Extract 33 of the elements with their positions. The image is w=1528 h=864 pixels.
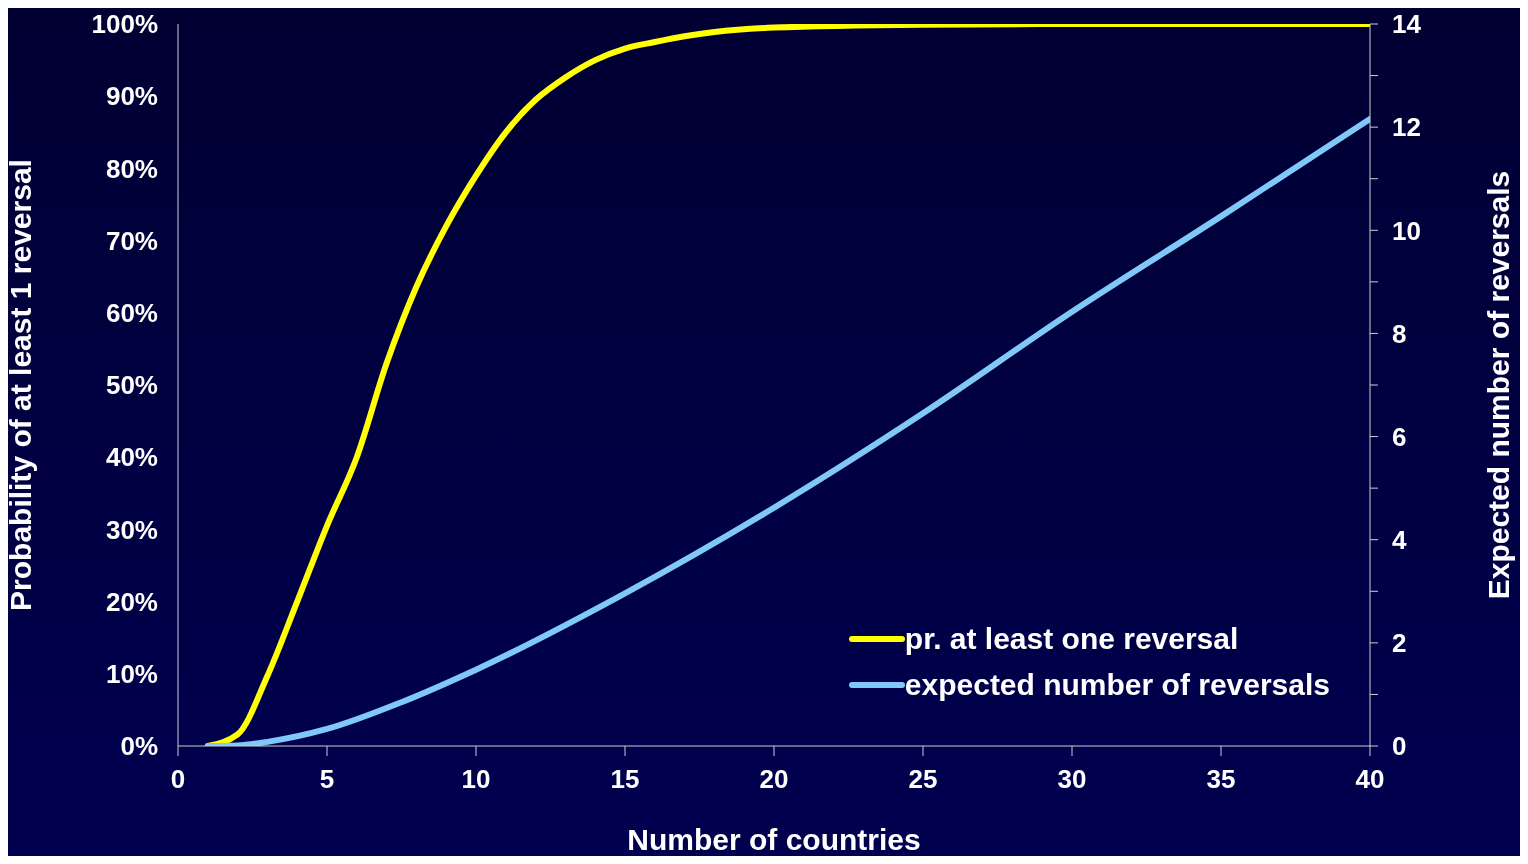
- x-tick-label: 5: [319, 764, 335, 795]
- x-tick-label: 25: [908, 764, 938, 795]
- y2-tick-label: 0: [1392, 731, 1407, 762]
- x-tick-label: 10: [461, 764, 491, 795]
- y-tick-label: 80%: [105, 153, 158, 184]
- y-tick-label: 40%: [105, 442, 158, 473]
- y-tick-label: 90%: [105, 81, 158, 112]
- y2-tick-label: 14: [1392, 9, 1422, 40]
- x-tick-label: 15: [610, 764, 640, 795]
- legend-label: pr. at least one reversal: [904, 621, 1239, 657]
- y-tick-label: 0%: [120, 731, 158, 762]
- y-tick-label: 50%: [105, 370, 158, 401]
- y2-tick-label: 10: [1392, 215, 1421, 246]
- y-tick-label: 30%: [105, 514, 158, 545]
- y2-tick-label: 6: [1392, 421, 1407, 452]
- y2-tick-label: 2: [1392, 628, 1407, 659]
- y2-tick-label: 8: [1392, 318, 1407, 349]
- x-tick-label: 20: [759, 764, 789, 795]
- y2-tick-label: 12: [1392, 112, 1421, 143]
- x-tick-label: 40: [1355, 764, 1385, 795]
- x-tick-label: 35: [1206, 764, 1236, 795]
- y-tick-label: 10%: [105, 659, 158, 690]
- x-axis-title: Number of countries: [627, 823, 921, 856]
- legend-label: expected number of reversals: [904, 667, 1330, 703]
- y-axis-title: Probability of at least 1 reversal: [3, 159, 37, 611]
- y-tick-label: 60%: [105, 298, 158, 329]
- y-tick-label: 20%: [105, 586, 158, 617]
- y2-tick-label: 4: [1392, 524, 1407, 555]
- y2-axis-title: Expected number of reversals: [1481, 170, 1515, 600]
- x-tick-label: 30: [1057, 764, 1087, 795]
- x-tick-label: 0: [170, 764, 186, 795]
- y-tick-label: 100%: [91, 9, 158, 40]
- y-tick-label: 70%: [105, 225, 158, 256]
